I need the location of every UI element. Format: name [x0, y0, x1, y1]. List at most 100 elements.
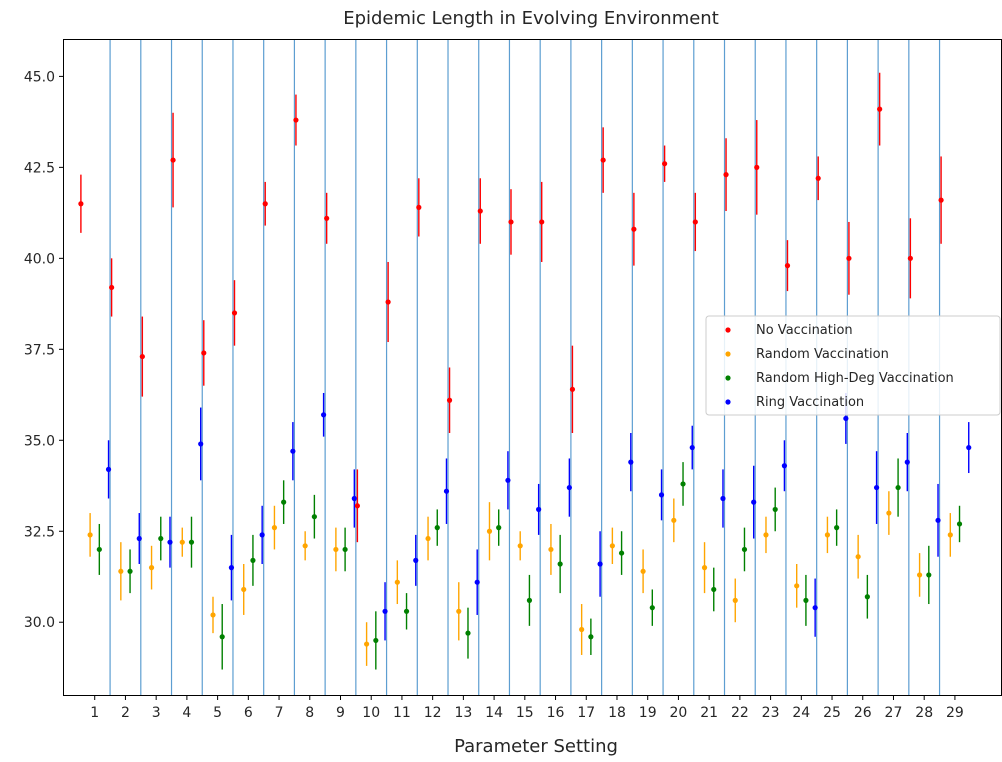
- data-point: [517, 543, 523, 549]
- x-tick-label: 26: [854, 705, 872, 721]
- data-point: [873, 484, 880, 491]
- x-axis-label: Parameter Setting: [454, 736, 618, 757]
- data-point: [815, 175, 821, 181]
- data-point: [566, 484, 572, 491]
- data-point: [394, 579, 400, 585]
- x-tick-label: 8: [305, 705, 314, 721]
- x-tick-label: 12: [424, 705, 442, 721]
- legend-label: No Vaccination: [756, 323, 853, 338]
- x-tick-label: 22: [731, 705, 749, 721]
- x-tick-label: 1: [90, 705, 99, 721]
- data-point: [158, 535, 164, 542]
- y-tick-label: 35.0: [24, 433, 55, 449]
- data-point: [824, 532, 831, 538]
- data-point: [692, 219, 698, 225]
- x-tick-label: 14: [485, 705, 503, 721]
- data-point: [271, 525, 278, 531]
- y-tick-label: 40.0: [24, 251, 55, 267]
- data-point: [496, 525, 502, 531]
- data-point: [763, 532, 769, 538]
- x-tick-label: 25: [823, 705, 841, 721]
- data-point: [342, 546, 348, 553]
- x-tick-label: 29: [946, 705, 964, 721]
- data-point: [413, 557, 419, 563]
- legend-marker: [725, 375, 731, 381]
- x-tick-label: 17: [577, 705, 595, 721]
- data-point: [772, 506, 778, 513]
- data-point: [751, 499, 757, 505]
- legend-marker: [725, 327, 731, 333]
- data-point: [956, 521, 963, 527]
- data-point: [680, 481, 686, 487]
- data-point: [78, 201, 84, 207]
- data-point: [926, 572, 932, 578]
- data-point: [526, 597, 533, 603]
- data-point: [505, 477, 511, 483]
- data-point: [536, 506, 542, 513]
- data-point: [781, 463, 788, 469]
- data-point: [886, 510, 892, 516]
- data-point: [231, 310, 238, 316]
- x-tick-label: 23: [762, 705, 780, 721]
- data-point: [732, 597, 738, 603]
- data-point: [794, 583, 800, 589]
- data-point: [250, 557, 256, 563]
- data-point: [812, 605, 818, 611]
- data-point: [966, 444, 972, 451]
- data-point: [311, 514, 317, 520]
- data-point: [403, 608, 410, 614]
- data-point: [907, 255, 913, 261]
- data-point: [465, 630, 471, 636]
- data-point: [895, 484, 901, 491]
- x-tick-label: 10: [362, 705, 380, 721]
- y-axis: 30.0 32.5 35.0 37.5 40.0 42.5 45.0: [24, 69, 64, 631]
- data-point: [148, 565, 155, 571]
- data-point: [843, 415, 849, 422]
- data-point: [219, 634, 225, 640]
- data-point: [118, 568, 124, 574]
- data-point: [689, 444, 695, 451]
- data-point: [784, 263, 791, 269]
- x-tick-label: 27: [885, 705, 903, 721]
- data-point: [198, 441, 204, 447]
- data-point: [139, 353, 145, 360]
- data-point: [262, 201, 268, 207]
- data-point: [290, 448, 296, 454]
- data-point: [416, 204, 422, 210]
- data-point: [351, 495, 357, 502]
- data-point: [631, 226, 637, 232]
- data-point: [179, 539, 185, 545]
- legend-box: [705, 315, 1001, 416]
- data-point: [803, 597, 809, 603]
- data-point: [170, 157, 176, 163]
- x-tick-label: 15: [516, 705, 534, 721]
- x-tick-label: 24: [792, 705, 810, 721]
- x-tick-label: 19: [639, 705, 657, 721]
- data-point: [628, 459, 634, 465]
- data-point: [96, 546, 102, 553]
- data-point: [649, 605, 655, 611]
- data-point: [557, 561, 563, 567]
- x-tick-label: 7: [275, 705, 284, 721]
- legend-label: Random High-Deg Vaccination: [756, 371, 954, 386]
- data-point: [486, 528, 493, 534]
- data-point: [711, 586, 717, 593]
- data-point: [720, 495, 726, 502]
- legend: No Vaccination Random Vaccination Random H…: [705, 315, 1001, 416]
- data-point: [281, 499, 287, 505]
- data-point: [456, 608, 462, 614]
- x-tick-label: 13: [454, 705, 472, 721]
- data-point: [834, 525, 840, 531]
- data-point: [302, 543, 308, 549]
- data-point: [548, 546, 554, 553]
- data-point: [127, 568, 133, 574]
- data-point: [741, 546, 748, 553]
- y-tick-label: 37.5: [24, 342, 55, 358]
- x-tick-label: 4: [182, 705, 191, 721]
- x-tick-label: 16: [547, 705, 565, 721]
- data-point: [662, 161, 668, 167]
- data-point: [210, 612, 216, 618]
- data-point: [846, 255, 852, 261]
- y-tick-label: 32.5: [24, 524, 55, 540]
- x-tick-label: 5: [213, 705, 222, 721]
